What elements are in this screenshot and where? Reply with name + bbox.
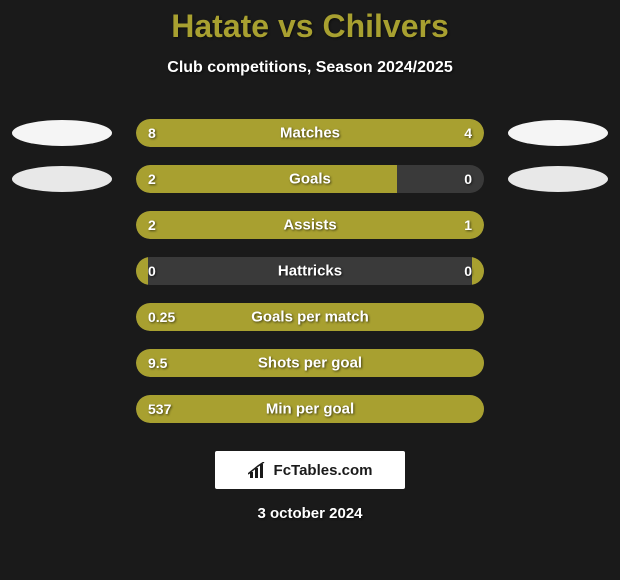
bar-track: 2 0 Goals: [136, 165, 484, 193]
stat-row: 537 Min per goal: [0, 395, 620, 423]
logo-text: FcTables.com: [274, 462, 373, 479]
stat-label: Assists: [283, 217, 336, 234]
value-left: 9.5: [148, 355, 167, 371]
stat-label: Min per goal: [266, 401, 354, 418]
stat-row: 0 0 Hattricks: [0, 257, 620, 285]
stat-row: 2 1 Assists: [0, 211, 620, 239]
value-left: 537: [148, 401, 171, 417]
value-right: 0: [464, 263, 472, 279]
player-disc-right: [508, 120, 608, 146]
value-right: 0: [464, 171, 472, 187]
bar-track: 2 1 Assists: [136, 211, 484, 239]
value-left: 0: [148, 263, 156, 279]
chart-icon: [248, 462, 268, 478]
bar-left-fill: [136, 165, 397, 193]
value-left: 8: [148, 125, 156, 141]
bar-right-fill: [472, 303, 484, 331]
subtitle: Club competitions, Season 2024/2025: [167, 59, 452, 77]
bar-right-fill: [472, 395, 484, 423]
infographic-container: Hatate vs Chilvers Club competitions, Se…: [0, 0, 620, 580]
value-left: 2: [148, 171, 156, 187]
value-left: 2: [148, 217, 156, 233]
value-right: 4: [464, 125, 472, 141]
stat-label: Shots per goal: [258, 355, 362, 372]
value-right: 1: [464, 217, 472, 233]
bar-track: 0 0 Hattricks: [136, 257, 484, 285]
bar-track: 9.5 Shots per goal: [136, 349, 484, 377]
bar-track: 8 4 Matches: [136, 119, 484, 147]
bar-track: 537 Min per goal: [136, 395, 484, 423]
stat-row: 8 4 Matches: [0, 119, 620, 147]
bar-right-fill: [472, 257, 484, 285]
date-text: 3 october 2024: [257, 505, 362, 522]
stat-label: Goals per match: [251, 309, 369, 326]
player-disc-left: [12, 166, 112, 192]
bar-left-fill: [136, 257, 148, 285]
stat-label: Hattricks: [278, 263, 342, 280]
player-disc-right: [508, 166, 608, 192]
player-disc-left: [12, 120, 112, 146]
stat-row: 0.25 Goals per match: [0, 303, 620, 331]
bar-track: 0.25 Goals per match: [136, 303, 484, 331]
stat-label: Goals: [289, 171, 331, 188]
stats-rows: 8 4 Matches 2 0 Goals 2 1 Assists 0 0 Hattricks 0.25…: [0, 119, 620, 423]
page-title: Hatate vs Chilvers: [171, 8, 448, 45]
fctables-logo: FcTables.com: [215, 451, 405, 489]
stat-label: Matches: [280, 125, 340, 142]
stat-row: 9.5 Shots per goal: [0, 349, 620, 377]
value-left: 0.25: [148, 309, 175, 325]
stat-row: 2 0 Goals: [0, 165, 620, 193]
bar-right-fill: [472, 349, 484, 377]
